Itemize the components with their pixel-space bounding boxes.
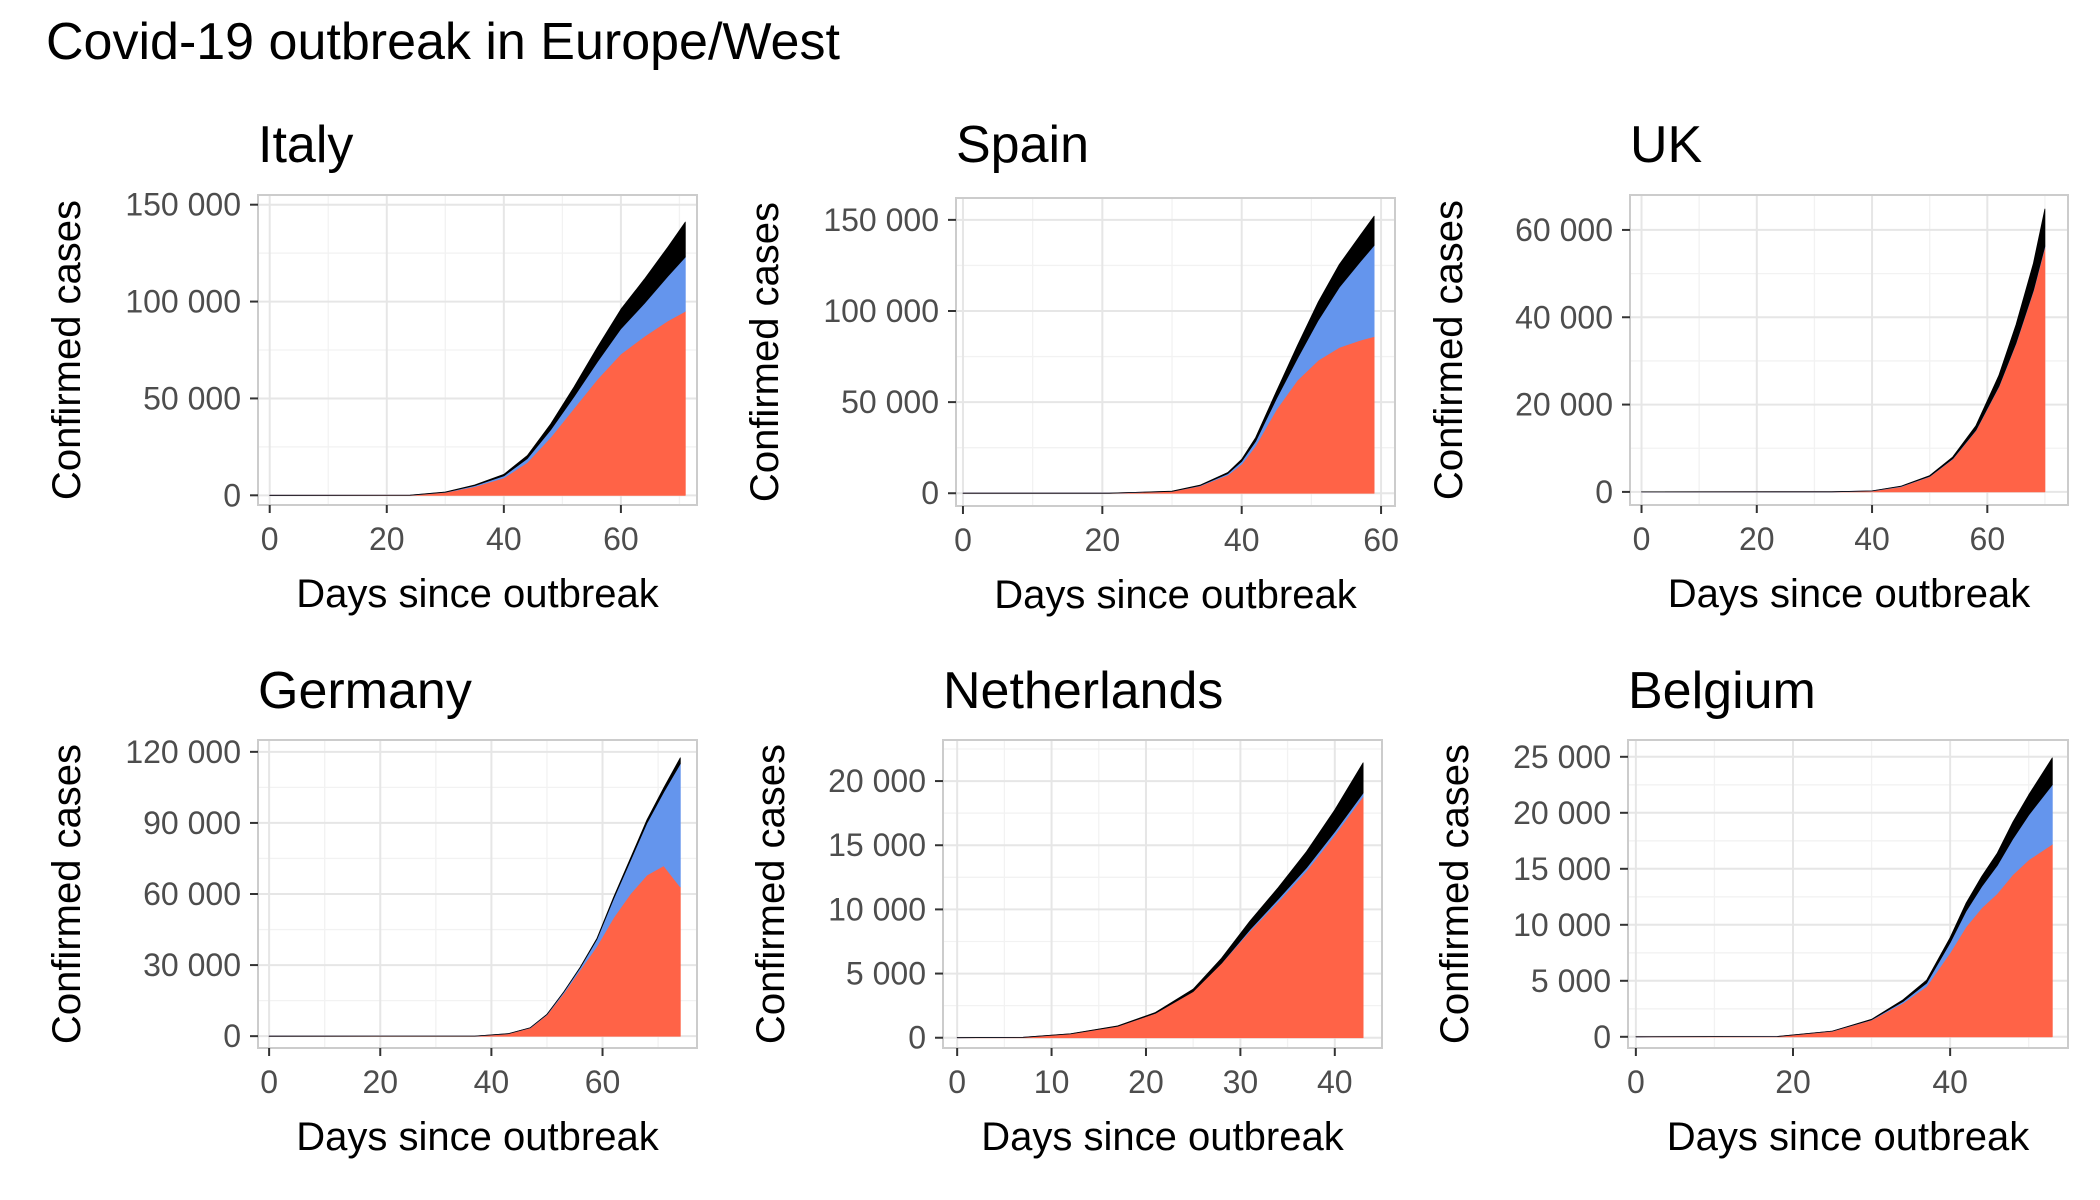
area-deaths — [268, 757, 681, 1037]
area-deaths — [1635, 757, 2053, 1038]
y-tick-label: 100 000 — [125, 284, 241, 320]
y-axis-label: Confirmed cases — [1427, 200, 1471, 500]
x-tick-label: 40 — [486, 521, 522, 557]
panel-border — [942, 739, 1383, 1049]
y-tick-label: 25 000 — [1513, 739, 1611, 775]
y-tick-label: 100 000 — [823, 293, 939, 329]
x-tick-label: 20 — [1085, 522, 1121, 558]
y-tick-label: 60 000 — [1515, 212, 1613, 248]
x-axis-label: Days since outbreak — [994, 573, 1357, 617]
y-tick-label: 0 — [223, 1018, 241, 1054]
y-axis-label: Confirmed cases — [45, 744, 89, 1044]
y-axis-label: Confirmed cases — [749, 744, 793, 1044]
x-tick-label: 0 — [260, 1064, 278, 1100]
y-tick-label: 0 — [921, 475, 939, 511]
y-tick-label: 5 000 — [1531, 963, 1611, 999]
x-tick-label: 0 — [261, 521, 279, 557]
x-tick-label: 40 — [1317, 1064, 1353, 1100]
panel-title: Belgium — [1628, 662, 1816, 720]
x-tick-label: 60 — [585, 1064, 621, 1100]
x-tick-label: 20 — [1739, 521, 1775, 557]
x-tick-label: 0 — [948, 1064, 966, 1100]
y-tick-label: 0 — [1593, 1019, 1611, 1055]
x-axis-label: Days since outbreak — [296, 1115, 659, 1159]
y-tick-label: 150 000 — [125, 187, 241, 223]
area-deaths — [1641, 208, 2046, 493]
x-tick-label: 0 — [1633, 521, 1651, 557]
y-axis-label: Confirmed cases — [1433, 744, 1477, 1044]
panel-title: UK — [1630, 116, 1703, 174]
area-deaths — [956, 762, 1364, 1039]
x-tick-label: 40 — [1932, 1064, 1968, 1100]
y-tick-label: 10 000 — [1513, 907, 1611, 943]
panel-border — [1627, 739, 2069, 1049]
y-tick-label: 150 000 — [823, 202, 939, 238]
x-tick-label: 60 — [1970, 521, 2006, 557]
y-tick-label: 15 000 — [1513, 851, 1611, 887]
x-tick-label: 20 — [369, 521, 405, 557]
panel-title: Germany — [258, 662, 472, 720]
x-tick-label: 0 — [1627, 1064, 1645, 1100]
area-deaths — [269, 221, 686, 496]
y-tick-label: 120 000 — [125, 734, 241, 770]
y-tick-label: 50 000 — [841, 384, 939, 420]
x-tick-label: 20 — [1775, 1064, 1811, 1100]
x-tick-label: 30 — [1223, 1064, 1259, 1100]
y-tick-label: 50 000 — [143, 380, 241, 416]
y-tick-label: 60 000 — [143, 876, 241, 912]
panel-uk: 0 20 40 60 0 20 000 40 000 60 000 UK Days since o… — [1427, 116, 2069, 616]
panel-title: Italy — [258, 116, 353, 174]
x-tick-label: 20 — [1128, 1064, 1164, 1100]
figure-title: Covid-19 outbreak in Europe/West — [46, 13, 840, 71]
y-tick-label: 0 — [1595, 474, 1613, 510]
y-axis-label: Confirmed cases — [45, 200, 89, 500]
y-tick-label: 30 000 — [143, 947, 241, 983]
x-axis-label: Days since outbreak — [1667, 1115, 2030, 1159]
y-tick-label: 0 — [908, 1020, 926, 1056]
x-tick-label: 40 — [474, 1064, 510, 1100]
y-tick-label: 20 000 — [1515, 387, 1613, 423]
panel-title: Netherlands — [943, 662, 1223, 720]
y-tick-label: 90 000 — [143, 805, 241, 841]
panel-italy: 0 20 40 60 0 50 000 100 000 150 000 Italy Days si… — [45, 116, 698, 616]
y-tick-label: 5 000 — [846, 956, 926, 992]
y-tick-label: 40 000 — [1515, 299, 1613, 335]
x-tick-label: 40 — [1224, 522, 1260, 558]
panel-border — [955, 197, 1396, 507]
panel-germany: 0 20 40 60 0 30 000 60 000 90 000 120 000 Germany… — [45, 662, 698, 1159]
x-tick-label: 60 — [603, 521, 639, 557]
y-tick-label: 20 000 — [828, 763, 926, 799]
panel-netherlands: 0 10 20 30 40 0 5 000 10 000 15 000 20 000 Netherl… — [749, 662, 1383, 1159]
panel-border — [257, 194, 698, 506]
x-tick-label: 20 — [362, 1064, 398, 1100]
x-tick-label: 10 — [1034, 1064, 1070, 1100]
panel-title: Spain — [956, 116, 1089, 174]
y-axis-label: Confirmed cases — [743, 202, 787, 502]
y-tick-label: 10 000 — [828, 891, 926, 927]
x-tick-label: 0 — [954, 522, 972, 558]
x-tick-label: 40 — [1854, 521, 1890, 557]
y-tick-label: 15 000 — [828, 827, 926, 863]
y-tick-label: 0 — [223, 477, 241, 513]
panel-spain: 0 20 40 60 0 50 000 100 000 150 000 Spain Days si… — [743, 116, 1399, 617]
x-axis-label: Days since outbreak — [981, 1115, 1344, 1159]
x-axis-label: Days since outbreak — [296, 572, 659, 616]
x-tick-label: 60 — [1363, 522, 1399, 558]
panel-belgium: 0 20 40 0 5 000 10 000 15 000 20 000 25 000 Belgi… — [1433, 662, 2069, 1159]
panel-border — [1629, 194, 2069, 506]
x-axis-label: Days since outbreak — [1668, 572, 2031, 616]
y-tick-label: 20 000 — [1513, 795, 1611, 831]
area-deaths — [962, 215, 1375, 494]
